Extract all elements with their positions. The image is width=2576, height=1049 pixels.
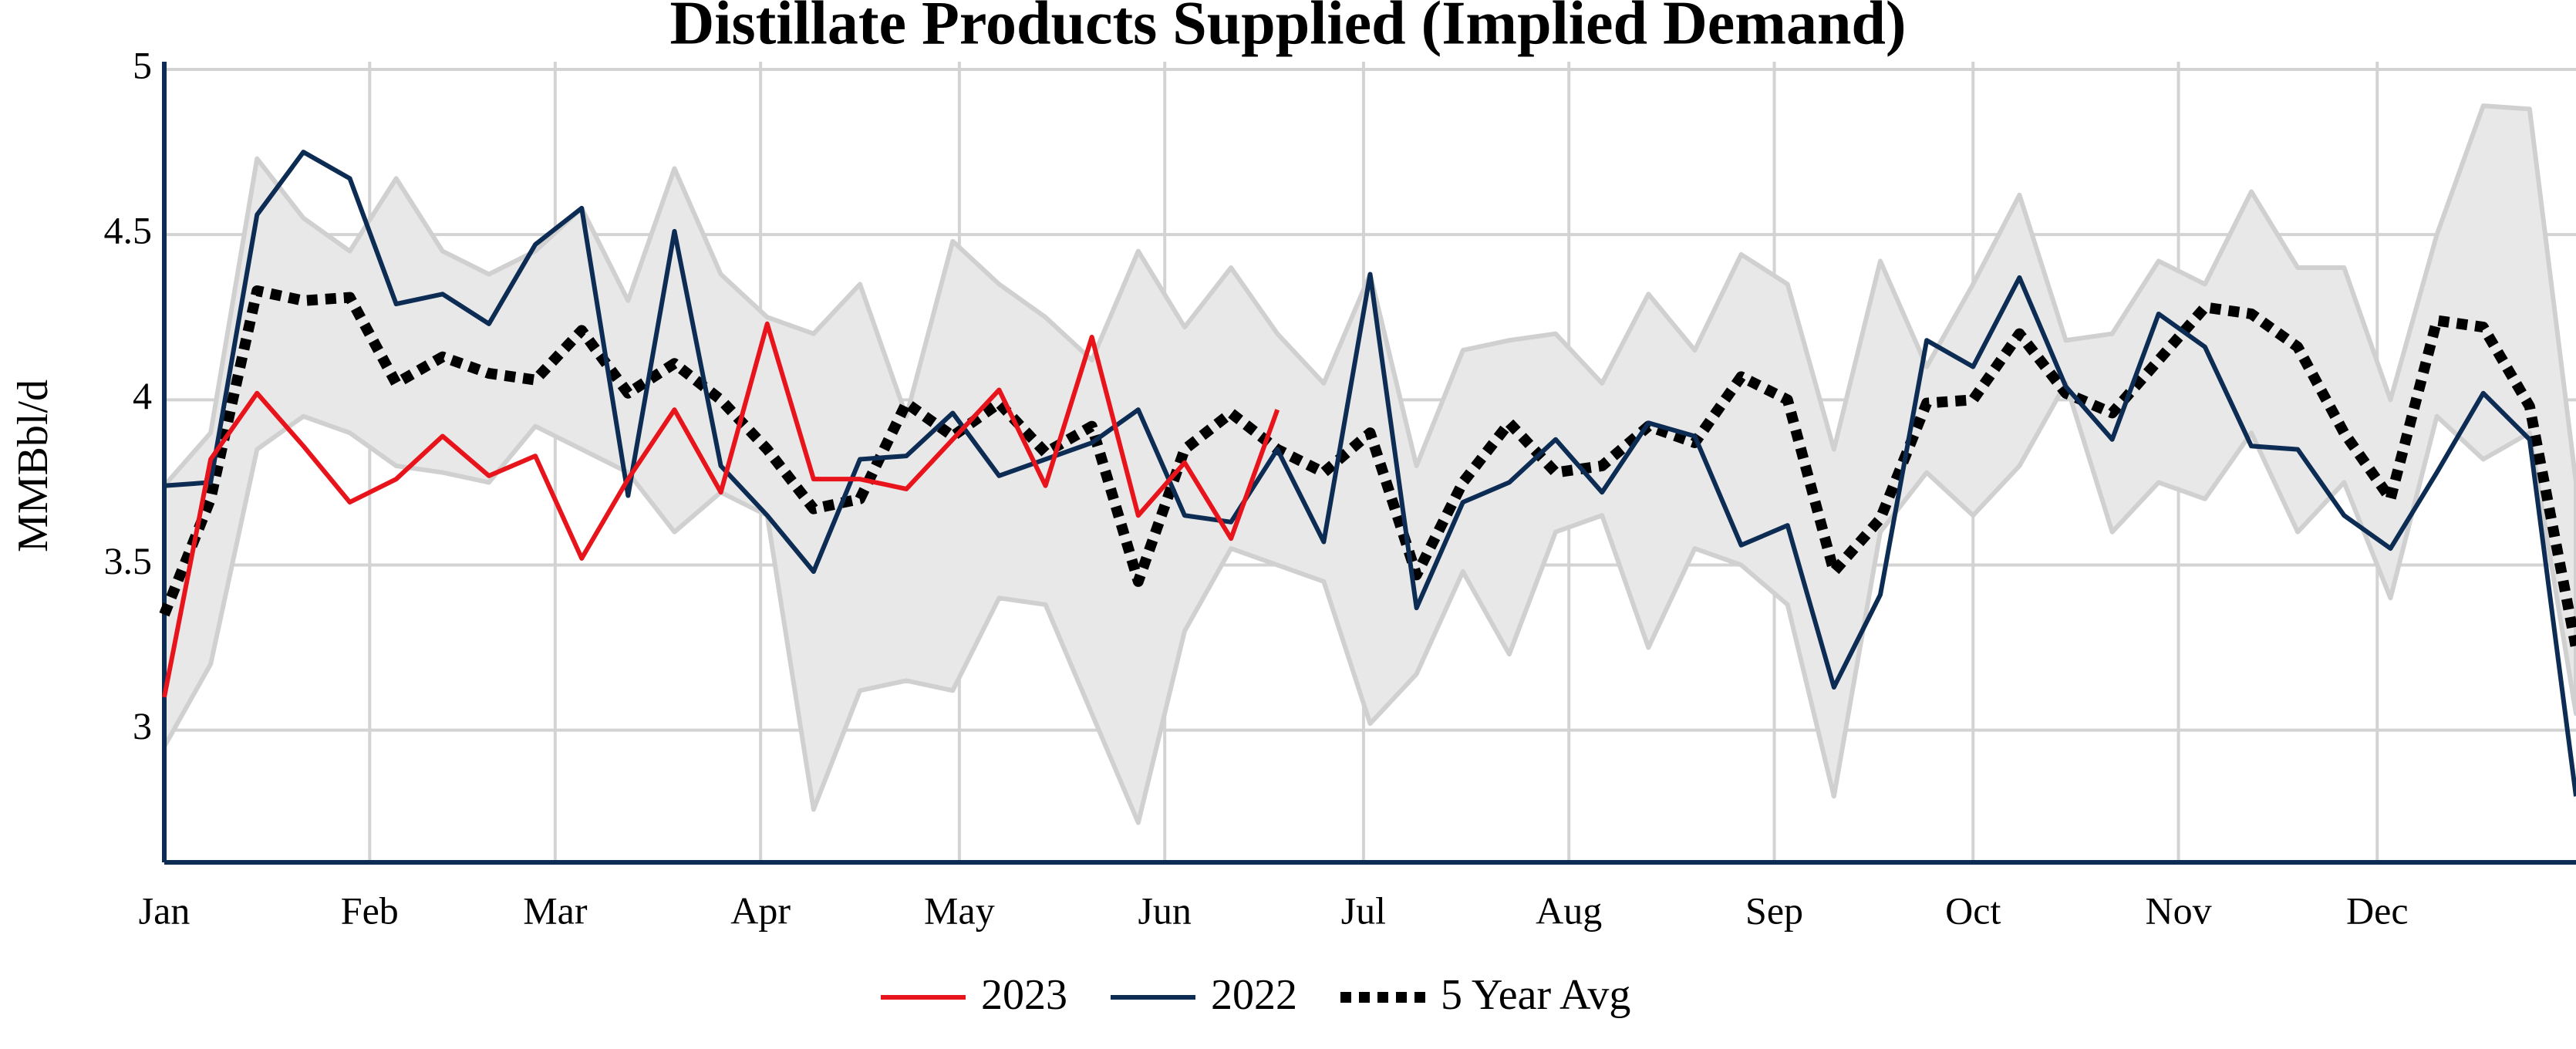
y-tick-label: 4 bbox=[133, 374, 152, 417]
chart-title: Distillate Products Supplied (Implied De… bbox=[669, 0, 1906, 57]
legend-label: 5 Year Avg bbox=[1441, 971, 1630, 1019]
legend-label: 2022 bbox=[1211, 971, 1297, 1019]
x-tick-label: Aug bbox=[1536, 889, 1602, 932]
legend-item: 2023 bbox=[881, 971, 1067, 1019]
series-line bbox=[164, 150, 2576, 797]
x-tick-label: Feb bbox=[341, 889, 399, 932]
x-tick-label: Mar bbox=[523, 889, 588, 932]
range-band bbox=[162, 103, 2576, 825]
y-axis-label: MMBbl/d bbox=[9, 379, 57, 552]
series-line bbox=[159, 285, 2576, 649]
x-tick-label: Apr bbox=[730, 889, 791, 932]
y-tick-label: 4.5 bbox=[104, 209, 153, 252]
x-tick-label: Nov bbox=[2146, 889, 2212, 932]
y-tick-label: 5 bbox=[133, 43, 152, 86]
legend-label: 2023 bbox=[981, 971, 1067, 1019]
series-line bbox=[162, 321, 1280, 698]
y-tick-label: 3 bbox=[133, 704, 152, 747]
x-tick-label: Jun bbox=[1138, 889, 1191, 932]
x-tick-label: Sep bbox=[1745, 889, 1803, 932]
x-tick-label: Jul bbox=[1341, 889, 1386, 932]
x-tick-label: Oct bbox=[1945, 889, 2001, 932]
x-tick-label: Dec bbox=[2346, 889, 2409, 932]
x-tick-label: May bbox=[924, 889, 995, 932]
y-tick-label: 3.5 bbox=[104, 539, 153, 582]
x-tick-label: Jan bbox=[139, 889, 191, 932]
legend-item: 2022 bbox=[1111, 971, 1297, 1019]
legend-item: 5 Year Avg bbox=[1340, 971, 1630, 1019]
